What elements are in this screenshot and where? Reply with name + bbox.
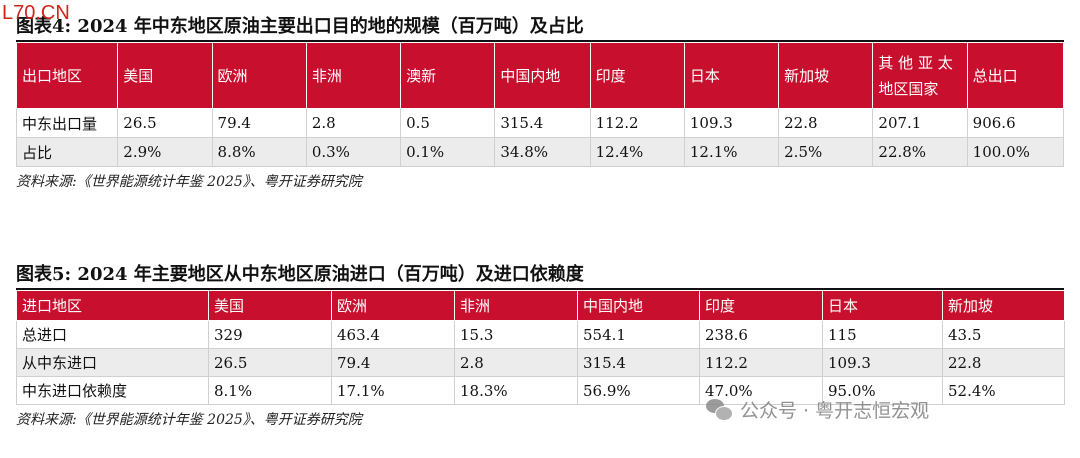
table5-cell: 554.1 — [577, 320, 700, 349]
table-row: 从中东进口 26.5 79.4 2.8 315.4 112.2 109.3 22… — [16, 348, 1065, 377]
table5-cell: 329 — [208, 320, 332, 349]
table5-header-row: 进口地区 美国 欧洲 非洲 中国内地 印度 日本 新加坡 — [16, 290, 1065, 321]
table4-title: 图表4: 2024 年中东地区原油主要出口目的地的规模（百万吨）及占比 — [16, 16, 584, 37]
table4-cell: 12.4% — [589, 137, 685, 167]
table5-row-label: 从中东进口 — [16, 348, 209, 377]
table4-header-other-apac-line2: 地区国家 — [878, 79, 939, 98]
table5-cell: 43.5 — [942, 320, 1065, 349]
table-row: 中东出口量 26.5 79.4 2.8 0.5 315.4 112.2 109.… — [15, 108, 1065, 138]
table4-cell: 2.8 — [305, 108, 402, 138]
table4-section: 图表4: 2024 年中东地区原油主要出口目的地的规模（百万吨）及占比 出口地区… — [15, 14, 1065, 193]
table5-cell: 56.9% — [577, 376, 700, 405]
table5-cell: 15.3 — [454, 320, 578, 349]
table5-cell: 115 — [822, 320, 943, 349]
table4-cell: 0.1% — [400, 137, 496, 167]
table4-header-cell: 总出口 — [966, 42, 1065, 109]
table5: 进口地区 美国 欧洲 非洲 中国内地 印度 日本 新加坡 总进口 329 463… — [16, 290, 1065, 405]
table4-cell: 100.0% — [966, 137, 1065, 167]
table4-cell: 906.6 — [966, 108, 1065, 138]
table-row: 中东进口依赖度 8.1% 17.1% 18.3% 56.9% 47.0% 95.… — [16, 376, 1065, 405]
table5-header-cell: 美国 — [208, 290, 332, 321]
table4-cell: 0.5 — [400, 108, 496, 138]
table4-cell: 2.9% — [117, 137, 213, 167]
table4-cell: 34.8% — [494, 137, 591, 167]
table4-cell: 112.2 — [589, 108, 685, 138]
table4-header-cell: 中国内地 — [494, 42, 591, 109]
table4-cell: 12.1% — [683, 137, 780, 167]
table4-cell: 8.8% — [211, 137, 307, 167]
table5-cell: 17.1% — [331, 376, 455, 405]
table5-header-cell: 中国内地 — [577, 290, 700, 321]
table5-header-cell: 非洲 — [454, 290, 578, 321]
table4-header-other-apac-line1: 其 他 亚 太 — [878, 53, 953, 72]
table4-cell: 2.5% — [778, 137, 874, 167]
table5-cell: 95.0% — [822, 376, 943, 405]
table5-header-cell: 日本 — [822, 290, 943, 321]
table4-header-cell: 非洲 — [305, 42, 402, 109]
table4-cell: 22.8% — [872, 137, 968, 167]
table5-header-cell: 欧洲 — [331, 290, 455, 321]
table4-header-cell: 新加坡 — [778, 42, 874, 109]
table5-cell: 109.3 — [822, 348, 943, 377]
table4-cell: 22.8 — [778, 108, 874, 138]
table5-header-cell: 进口地区 — [16, 290, 209, 321]
table5-cell: 2.8 — [454, 348, 578, 377]
table5-cell: 112.2 — [699, 348, 823, 377]
table5-header-cell: 新加坡 — [942, 290, 1065, 321]
table4-top-rule — [16, 40, 1064, 42]
table5-cell: 463.4 — [331, 320, 455, 349]
table5-source: 资料来源:《世界能源统计年鉴 2025》、粤开证券研究院 — [16, 412, 362, 428]
table5-cell: 52.4% — [942, 376, 1065, 405]
table4-cell: 109.3 — [683, 108, 780, 138]
table4-header-cell: 印度 — [589, 42, 685, 109]
table5-header-cell: 印度 — [699, 290, 823, 321]
table-row: 占比 2.9% 8.8% 0.3% 0.1% 34.8% 12.4% 12.1%… — [15, 137, 1065, 167]
table4-source: 资料来源:《世界能源统计年鉴 2025》、粤开证券研究院 — [16, 174, 362, 190]
table4-header-cell: 出口地区 — [15, 42, 119, 109]
table4-header-cell-other-apac: 其 他 亚 太 地区国家 — [872, 42, 968, 109]
table4-cell: 0.3% — [305, 137, 402, 167]
table5-cell: 18.3% — [454, 376, 578, 405]
table4-header-cell: 日本 — [683, 42, 780, 109]
table4-cell: 26.5 — [117, 108, 213, 138]
table4-header-cell: 欧洲 — [211, 42, 307, 109]
table5-cell: 238.6 — [699, 320, 823, 349]
table4: 出口地区 美国 欧洲 非洲 澳新 中国内地 印度 日本 新加坡 其 他 亚 太 … — [15, 42, 1065, 167]
watermark-text: 公众号 · 粤开志恒宏观 — [740, 400, 930, 422]
site-logo: L70.CN — [2, 2, 70, 24]
table4-header-cell: 美国 — [117, 42, 213, 109]
table5-top-rule — [16, 288, 1064, 290]
wechat-watermark: 公众号 · 粤开志恒宏观 — [706, 396, 929, 423]
table4-row-label: 占比 — [15, 137, 119, 167]
table4-row-label: 中东出口量 — [15, 108, 119, 138]
table4-cell: 315.4 — [494, 108, 591, 138]
table4-cell: 207.1 — [872, 108, 968, 138]
table5-row-label: 总进口 — [16, 320, 209, 349]
table5-cell: 22.8 — [942, 348, 1065, 377]
wechat-icon — [706, 398, 733, 421]
table4-header-row: 出口地区 美国 欧洲 非洲 澳新 中国内地 印度 日本 新加坡 其 他 亚 太 … — [15, 42, 1065, 109]
table5-cell: 315.4 — [577, 348, 700, 377]
table4-cell: 79.4 — [211, 108, 307, 138]
table5-cell: 8.1% — [208, 376, 332, 405]
table5-section: 图表5: 2024 年主要地区从中东地区原油进口（百万吨）及进口依赖度 进口地区… — [16, 262, 1065, 431]
table5-title: 图表5: 2024 年主要地区从中东地区原油进口（百万吨）及进口依赖度 — [16, 264, 584, 285]
table4-header-cell: 澳新 — [400, 42, 496, 109]
table5-cell: 79.4 — [331, 348, 455, 377]
table5-cell: 26.5 — [208, 348, 332, 377]
table-row: 总进口 329 463.4 15.3 554.1 238.6 115 43.5 — [16, 320, 1065, 349]
table5-row-label: 中东进口依赖度 — [16, 376, 209, 405]
